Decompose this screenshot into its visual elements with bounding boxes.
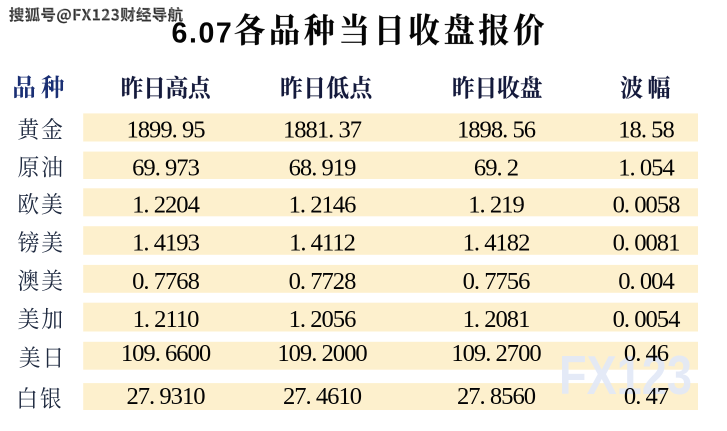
- svg-text:109. 2700: 109. 2700: [451, 340, 541, 367]
- svg-text:6.07: 6.07: [172, 17, 234, 49]
- svg-text:27. 9310: 27. 9310: [126, 383, 205, 410]
- svg-text:1. 219: 1. 219: [468, 191, 524, 218]
- svg-text:0. 47: 0. 47: [624, 383, 669, 410]
- svg-text:1898. 56: 1898. 56: [457, 117, 536, 144]
- svg-text:0. 7756: 0. 7756: [463, 268, 530, 295]
- svg-text:FX123: FX123: [559, 344, 692, 406]
- svg-text:18. 58: 18. 58: [618, 117, 674, 144]
- svg-text:1. 054: 1. 054: [618, 155, 674, 182]
- svg-text:1. 2204: 1. 2204: [132, 191, 199, 218]
- svg-text:0. 46: 0. 46: [624, 340, 669, 367]
- svg-text:69. 973: 69. 973: [132, 155, 199, 182]
- svg-text:0. 0058: 0. 0058: [613, 191, 680, 218]
- svg-text:0. 7768: 0. 7768: [132, 268, 199, 295]
- svg-text:68. 919: 68. 919: [289, 155, 356, 182]
- svg-text:0. 0081: 0. 0081: [613, 229, 680, 256]
- svg-text:0. 0054: 0. 0054: [613, 306, 680, 333]
- svg-text:0. 7728: 0. 7728: [289, 268, 356, 295]
- svg-text:1. 2056: 1. 2056: [289, 306, 356, 333]
- svg-text:27. 8560: 27. 8560: [457, 383, 536, 410]
- svg-text:1. 2146: 1. 2146: [289, 191, 356, 218]
- svg-text:1. 2110: 1. 2110: [133, 306, 200, 333]
- svg-text:1. 4182: 1. 4182: [463, 229, 530, 256]
- svg-text:1. 4193: 1. 4193: [132, 229, 199, 256]
- svg-text:27. 4610: 27. 4610: [283, 383, 362, 410]
- svg-text:1881. 37: 1881. 37: [283, 117, 362, 144]
- svg-text:1. 2081: 1. 2081: [463, 306, 530, 333]
- svg-text:109. 2000: 109. 2000: [277, 340, 367, 367]
- svg-text:1. 4112: 1. 4112: [289, 229, 355, 256]
- svg-text:1899. 95: 1899. 95: [126, 117, 205, 144]
- svg-text:0. 004: 0. 004: [618, 268, 674, 295]
- svg-text:109. 6600: 109. 6600: [121, 340, 211, 367]
- svg-text:69. 2: 69. 2: [474, 155, 518, 182]
